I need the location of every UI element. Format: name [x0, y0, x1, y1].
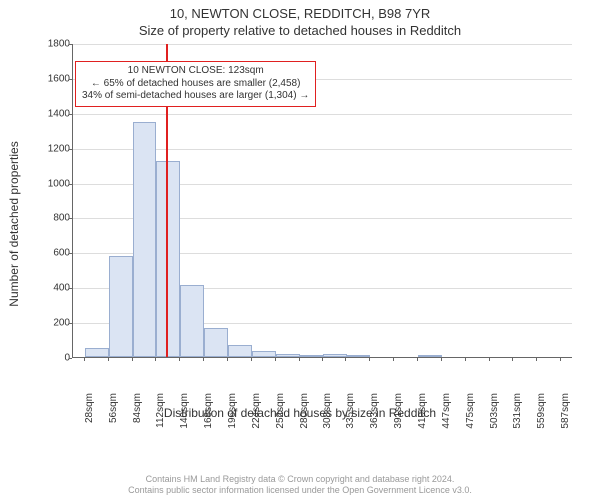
xtick-mark — [132, 358, 133, 361]
xtick-label: 196sqm — [227, 393, 238, 429]
xtick-label: 531sqm — [512, 393, 523, 429]
histogram-bar — [133, 122, 157, 357]
histogram-bar — [228, 345, 252, 357]
xtick-label: 84sqm — [132, 393, 143, 423]
ytick-mark — [69, 218, 72, 219]
histogram-bar — [156, 161, 180, 357]
plot-area: 10 NEWTON CLOSE: 123sqm← 65% of detached… — [72, 44, 572, 358]
xtick-mark — [393, 358, 394, 361]
xtick-mark — [227, 358, 228, 361]
xtick-label: 28sqm — [84, 393, 95, 423]
xtick-label: 168sqm — [203, 393, 214, 429]
ytick-mark — [69, 323, 72, 324]
xtick-label: 280sqm — [299, 393, 310, 429]
ytick-label: 1000 — [40, 178, 70, 189]
y-axis-label: Number of detached properties — [7, 141, 21, 306]
xtick-label: 252sqm — [275, 393, 286, 429]
xtick-mark — [441, 358, 442, 361]
chart-container: Number of detached properties 10 NEWTON … — [20, 44, 580, 404]
ytick-label: 0 — [40, 353, 70, 364]
xtick-label: 587sqm — [560, 393, 571, 429]
xtick-label: 56sqm — [108, 393, 119, 423]
gridline-h — [73, 114, 572, 115]
xtick-mark — [560, 358, 561, 361]
xtick-mark — [179, 358, 180, 361]
xtick-label: 363sqm — [369, 393, 380, 429]
ytick-mark — [69, 184, 72, 185]
attribution-line1: Contains HM Land Registry data © Crown c… — [0, 474, 600, 485]
xtick-label: 112sqm — [155, 393, 166, 428]
ytick-label: 400 — [40, 283, 70, 294]
ytick-mark — [69, 114, 72, 115]
ytick-mark — [69, 288, 72, 289]
histogram-bar — [300, 355, 324, 357]
callout-line1: 10 NEWTON CLOSE: 123sqm — [82, 65, 309, 78]
xtick-mark — [155, 358, 156, 361]
histogram-bar — [109, 256, 133, 357]
ytick-mark — [69, 44, 72, 45]
histogram-bar — [252, 351, 276, 357]
xtick-mark — [108, 358, 109, 361]
xtick-mark — [489, 358, 490, 361]
page-title-line2: Size of property relative to detached ho… — [0, 23, 600, 38]
attribution: Contains HM Land Registry data © Crown c… — [0, 474, 600, 496]
ytick-label: 200 — [40, 318, 70, 329]
histogram-bar — [204, 328, 228, 357]
xtick-mark — [299, 358, 300, 361]
histogram-bar — [180, 285, 204, 357]
xtick-mark — [465, 358, 466, 361]
histogram-bar — [323, 354, 347, 357]
xtick-label: 391sqm — [393, 393, 404, 429]
xtick-mark — [536, 358, 537, 361]
xtick-label: 224sqm — [251, 393, 262, 429]
ytick-label: 1400 — [40, 108, 70, 119]
xtick-mark — [369, 358, 370, 361]
xtick-mark — [345, 358, 346, 361]
ytick-mark — [69, 149, 72, 150]
gridline-h — [73, 44, 572, 45]
histogram-bar — [346, 355, 370, 357]
attribution-line2: Contains public sector information licen… — [0, 485, 600, 496]
xtick-label: 503sqm — [489, 393, 500, 429]
ytick-label: 1800 — [40, 39, 70, 50]
callout-box: 10 NEWTON CLOSE: 123sqm← 65% of detached… — [75, 61, 316, 107]
histogram-bar — [418, 355, 442, 357]
xtick-mark — [275, 358, 276, 361]
xtick-mark — [512, 358, 513, 361]
histogram-bar — [85, 348, 109, 357]
xtick-label: 447sqm — [441, 393, 452, 429]
xtick-label: 308sqm — [322, 393, 333, 429]
ytick-mark — [69, 253, 72, 254]
xtick-mark — [203, 358, 204, 361]
ytick-label: 1600 — [40, 73, 70, 84]
xtick-label: 419sqm — [417, 393, 428, 429]
xtick-mark — [251, 358, 252, 361]
ytick-mark — [69, 79, 72, 80]
xtick-label: 335sqm — [345, 393, 356, 429]
xtick-label: 475sqm — [465, 393, 476, 429]
ytick-label: 800 — [40, 213, 70, 224]
ytick-label: 600 — [40, 248, 70, 259]
xtick-mark — [322, 358, 323, 361]
xtick-label: 559sqm — [536, 393, 547, 429]
callout-line3: 34% of semi-detached houses are larger (… — [82, 90, 309, 103]
callout-line2: ← 65% of detached houses are smaller (2,… — [82, 78, 309, 91]
ytick-mark — [69, 358, 72, 359]
ytick-label: 1200 — [40, 143, 70, 154]
histogram-bar — [276, 354, 300, 357]
xtick-mark — [417, 358, 418, 361]
page-title-line1: 10, NEWTON CLOSE, REDDITCH, B98 7YR — [0, 6, 600, 21]
xtick-label: 140sqm — [179, 393, 190, 429]
xtick-mark — [84, 358, 85, 361]
